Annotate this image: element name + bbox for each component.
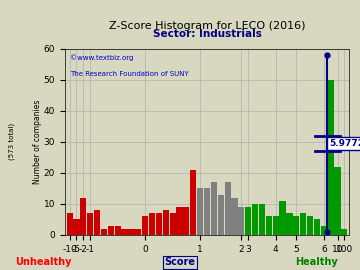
Bar: [238, 207, 244, 235]
Bar: [114, 226, 121, 235]
Bar: [300, 213, 306, 235]
Bar: [266, 216, 272, 235]
Bar: [163, 210, 169, 235]
Bar: [80, 198, 86, 235]
Bar: [231, 198, 238, 235]
Bar: [156, 213, 162, 235]
Bar: [197, 188, 203, 235]
Bar: [87, 213, 93, 235]
Bar: [273, 216, 279, 235]
Bar: [135, 229, 141, 235]
Bar: [121, 229, 128, 235]
Bar: [176, 207, 183, 235]
Bar: [321, 226, 327, 235]
Text: Healthy: Healthy: [296, 257, 338, 267]
Bar: [142, 216, 148, 235]
Bar: [67, 213, 73, 235]
Bar: [149, 213, 155, 235]
Bar: [170, 213, 176, 235]
Text: 5.9772: 5.9772: [329, 139, 360, 148]
Bar: [328, 80, 334, 235]
Bar: [286, 213, 293, 235]
Bar: [293, 216, 300, 235]
Bar: [190, 170, 196, 235]
Text: ©www.textbiz.org: ©www.textbiz.org: [71, 54, 134, 61]
Bar: [245, 207, 251, 235]
Bar: [341, 229, 347, 235]
Bar: [204, 188, 210, 235]
Bar: [183, 207, 189, 235]
Bar: [129, 229, 135, 235]
Bar: [225, 182, 231, 235]
Bar: [218, 194, 224, 235]
Y-axis label: Number of companies: Number of companies: [33, 100, 42, 184]
Text: Sector: Industrials: Sector: Industrials: [153, 29, 261, 39]
Text: Unhealthy: Unhealthy: [15, 257, 71, 267]
Bar: [279, 201, 285, 235]
Bar: [108, 226, 114, 235]
Bar: [252, 204, 258, 235]
Text: (573 total): (573 total): [9, 123, 15, 160]
Bar: [94, 210, 100, 235]
Title: Z-Score Histogram for LECO (2016): Z-Score Histogram for LECO (2016): [109, 21, 305, 31]
Bar: [314, 219, 320, 235]
Bar: [211, 182, 217, 235]
Bar: [307, 216, 313, 235]
Bar: [73, 219, 80, 235]
Bar: [259, 204, 265, 235]
Text: The Research Foundation of SUNY: The Research Foundation of SUNY: [71, 71, 189, 77]
Bar: [334, 167, 341, 235]
Text: Score: Score: [165, 257, 195, 267]
Bar: [101, 229, 107, 235]
